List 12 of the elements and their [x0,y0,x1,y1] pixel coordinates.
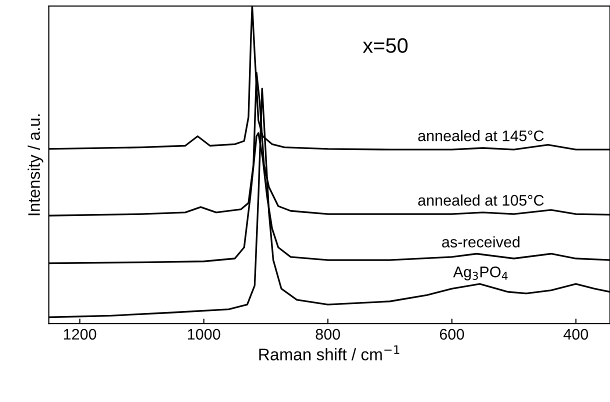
annotation: x=50 [362,38,408,53]
y-axis-title: Intensity / a.u. [28,114,44,216]
series-label: Ag$_{3}$PO$_{4}$ [453,266,508,280]
series-label: as-received [442,236,520,248]
x-tick-label: 800 [316,328,340,340]
x-axis-title: Raman shift / cm$^{−1}$ [259,345,400,360]
x-tick-label: 1000 [188,328,220,340]
x-tick-label: 600 [440,328,464,340]
x-tick-label: 1200 [64,328,96,340]
series-label: annealed at 145°C [418,130,544,142]
series-label: annealed at 105°C [418,194,544,206]
x-tick-label: 400 [564,328,588,340]
